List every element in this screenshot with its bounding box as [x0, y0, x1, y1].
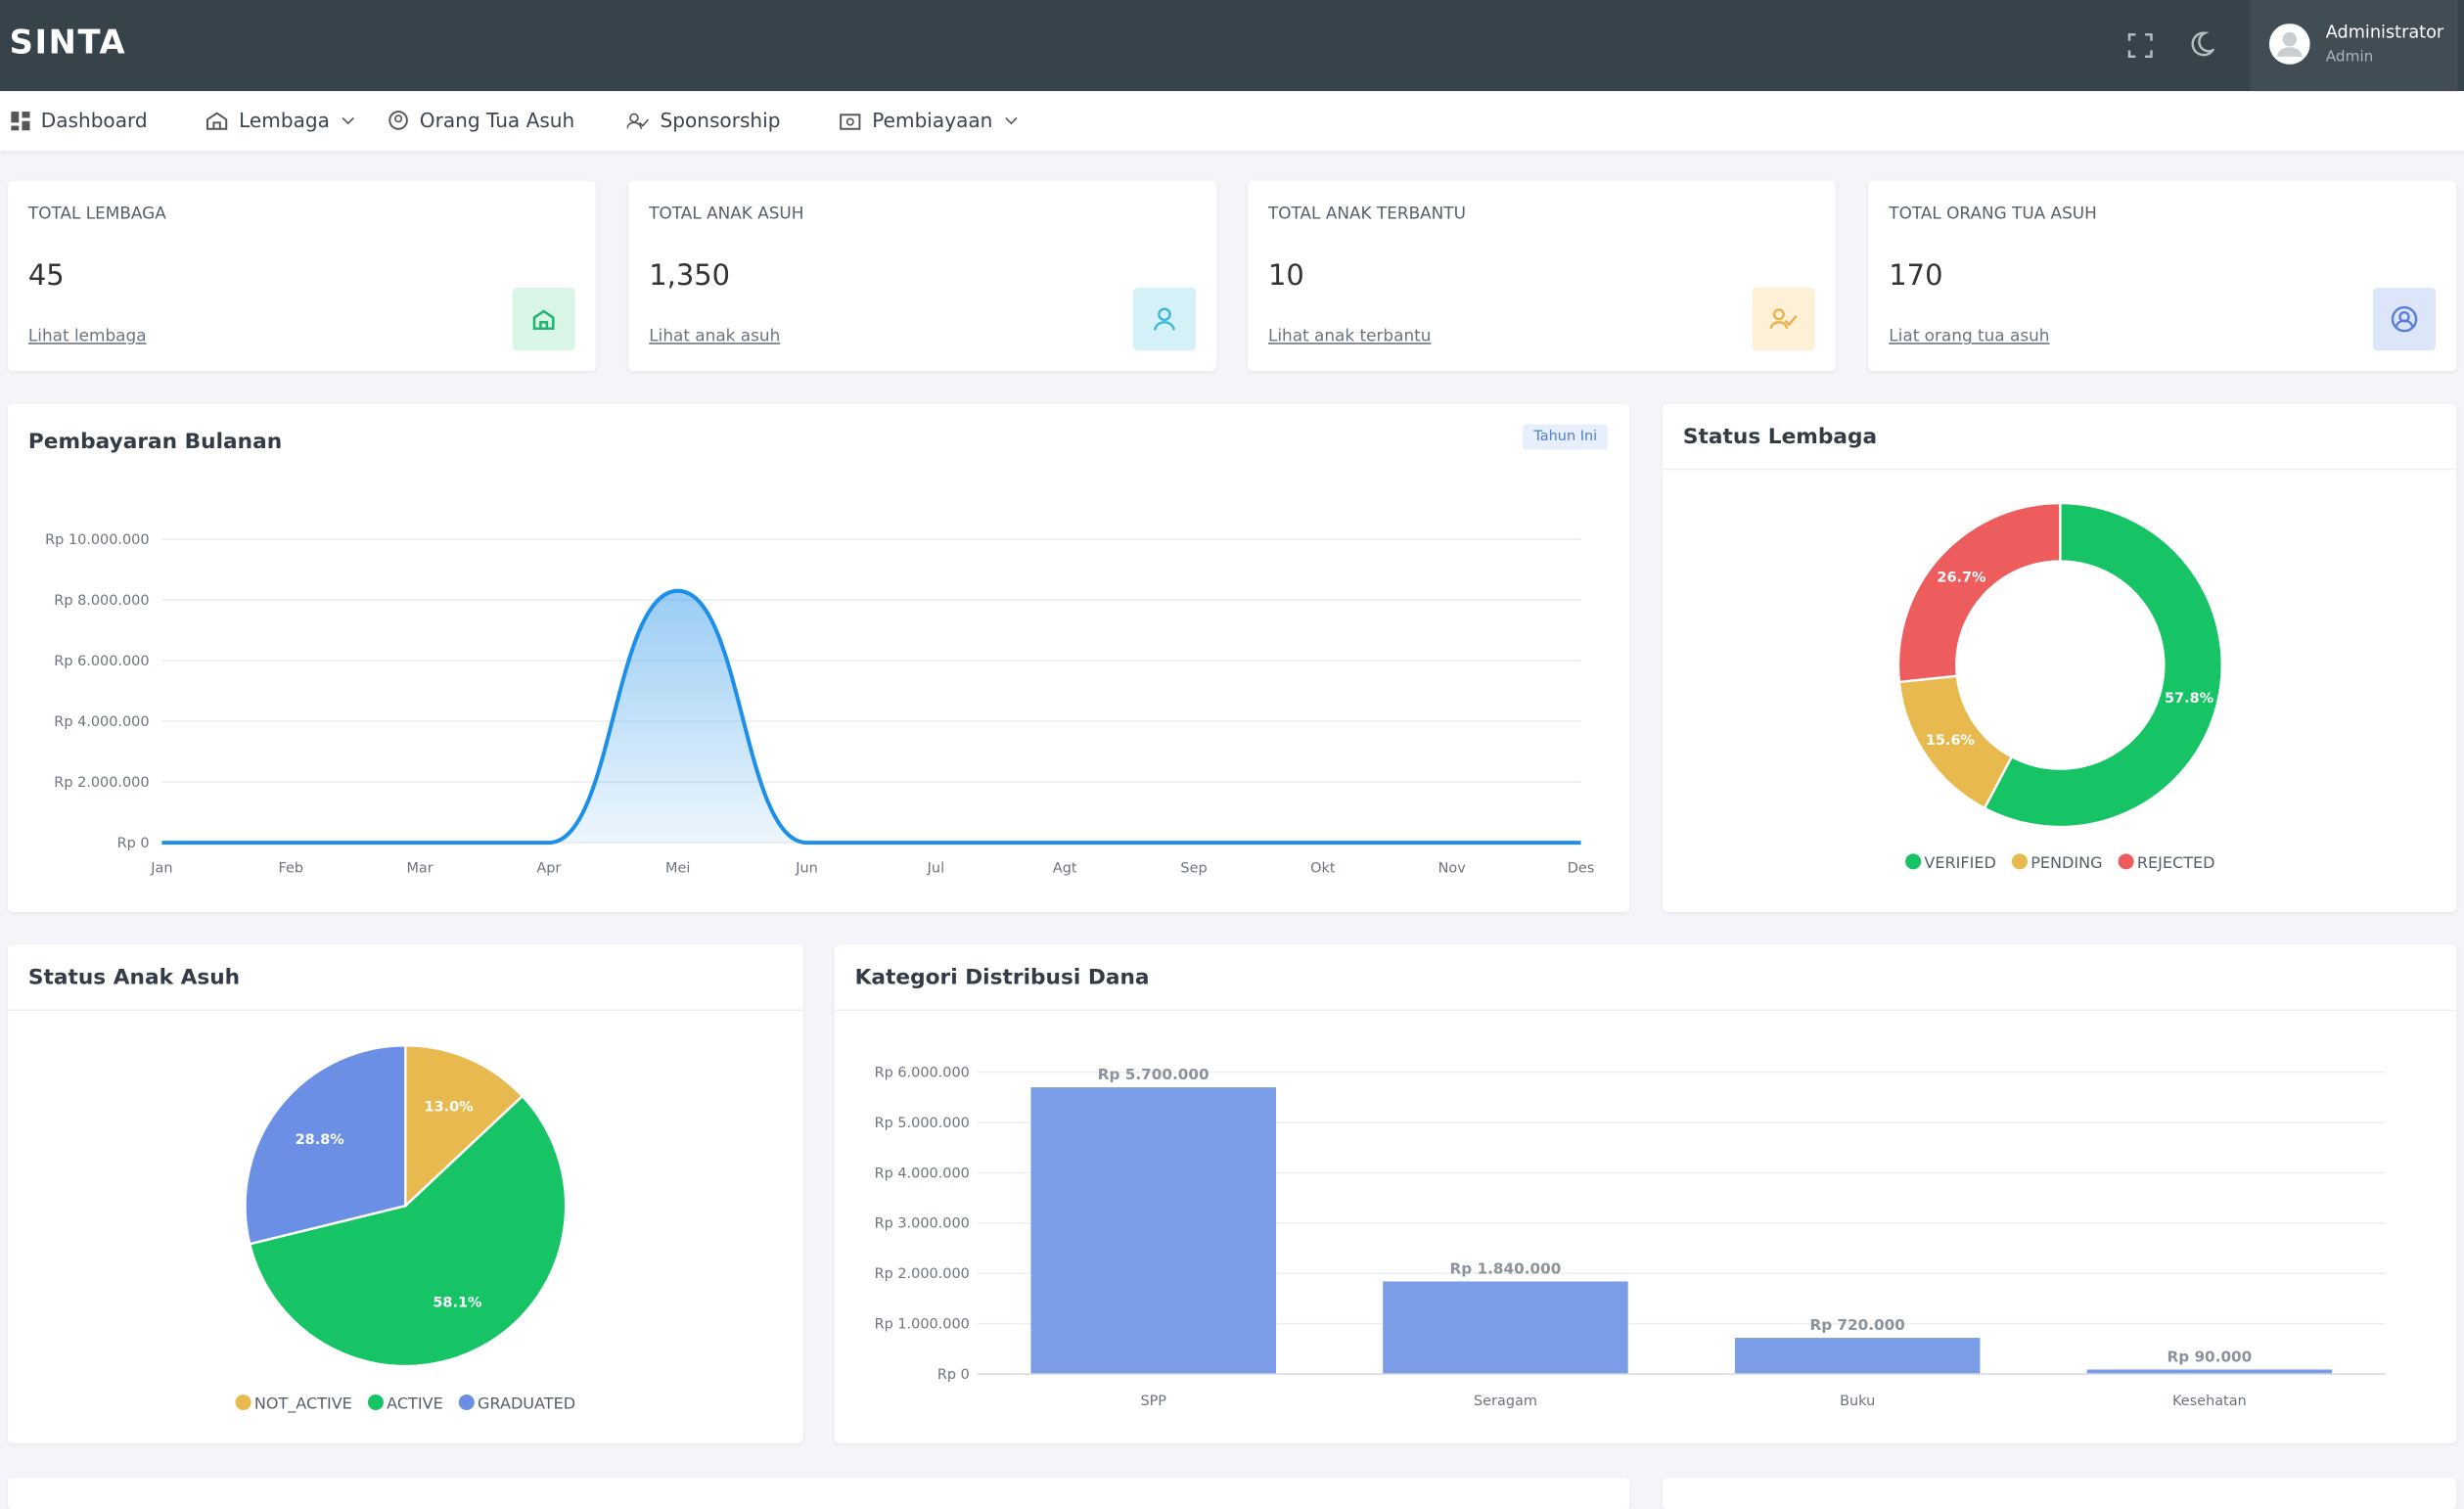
panel [1663, 1478, 2457, 1509]
nav-bar: Dashboard Lembaga Orang Tua Asuh Sponsor… [0, 91, 2464, 152]
card-icon [1132, 287, 1197, 351]
card-value: 1,350 [649, 259, 730, 293]
panel: Kategori Distribusi Dana [834, 944, 2457, 1443]
stat-card: TOTAL ANAK TERBANTU 10 Lihat anak terban… [1248, 180, 1836, 372]
nav-item[interactable]: Pembiayaan [840, 109, 1019, 132]
divider [1663, 468, 2457, 471]
card-icon [1752, 287, 1815, 351]
card-icon [512, 287, 575, 351]
nav-label: Pembiayaan [872, 108, 993, 132]
card-title: TOTAL ANAK ASUH [649, 204, 804, 224]
brand[interactable]: SINTA [9, 23, 127, 62]
card-value: 170 [1889, 259, 1943, 293]
panel: Pembayaran Bulanan Tahun Ini [8, 403, 1630, 912]
divider [834, 1009, 2457, 1011]
panel-title: Kategori Distribusi Dana [854, 965, 1150, 991]
user-name: Administrator [2325, 22, 2444, 43]
fullscreen-button[interactable] [2127, 33, 2153, 59]
nav-label: Orang Tua Asuh [419, 108, 575, 132]
card-link[interactable]: Lihat lembaga [27, 327, 147, 346]
nav-item[interactable]: Sponsorship [626, 108, 781, 132]
card-link[interactable]: Liat orang tua asuh [1889, 327, 2050, 346]
panel: Status Lembaga [1663, 403, 2457, 912]
panel-title: Status Lembaga [1682, 424, 1878, 450]
stat-card: TOTAL ANAK ASUH 1,350 Lihat anak asuh [628, 180, 1216, 372]
card-title: TOTAL ORANG TUA ASUH [1889, 204, 2097, 224]
card-link[interactable]: Lihat anak terbantu [1267, 327, 1432, 346]
nav-label: Dashboard [40, 108, 148, 132]
panel: Status Anak Asuh [8, 944, 803, 1443]
avatar [2268, 23, 2310, 65]
card-value: 45 [27, 259, 65, 293]
panel [8, 1478, 1630, 1509]
period-badge[interactable]: Tahun Ini [1523, 424, 1609, 450]
nav-label: Lembaga [239, 108, 330, 132]
panel-title: Pembayaran Bulanan [27, 429, 283, 455]
nav-item[interactable]: Dashboard [11, 108, 148, 132]
nav-label: Sponsorship [660, 108, 781, 132]
top-bar: SINTA Administrator Admin [0, 0, 2464, 92]
card-title: TOTAL LEMBAGA [27, 204, 166, 224]
card-value: 10 [1267, 259, 1304, 293]
card-link[interactable]: Lihat anak asuh [649, 327, 781, 346]
user-role: Admin [2325, 48, 2374, 67]
card-title: TOTAL ANAK TERBANTU [1267, 204, 1466, 224]
nav-item[interactable]: Lembaga [205, 109, 354, 132]
theme-button[interactable] [2189, 31, 2214, 57]
panel-title: Status Anak Asuh [27, 965, 241, 991]
user-menu[interactable]: Administrator Admin [2250, 0, 2458, 92]
stat-card: TOTAL LEMBAGA 45 Lihat lembaga [8, 180, 596, 372]
stat-card: TOTAL ORANG TUA ASUH 170 Liat orang tua … [1868, 180, 2457, 372]
divider [8, 1009, 803, 1011]
card-icon [2372, 287, 2437, 351]
nav-item[interactable]: Orang Tua Asuh [388, 108, 575, 132]
